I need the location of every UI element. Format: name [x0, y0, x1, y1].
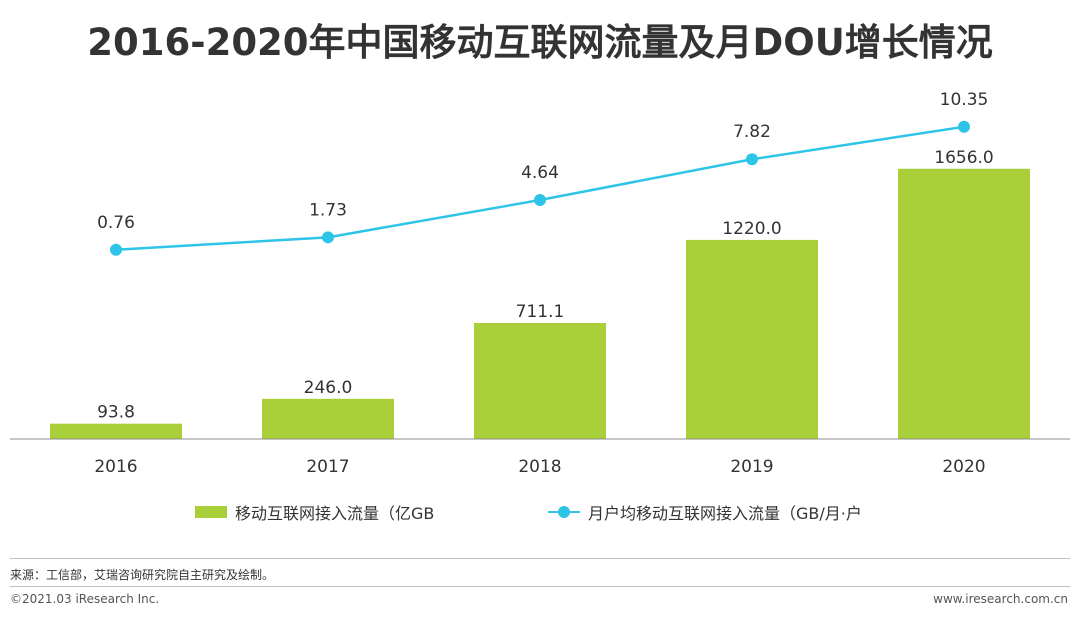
x-tick-2020: 2020 — [942, 457, 985, 477]
legend-line-swatch — [548, 506, 580, 518]
legend-item-bar[interactable]: 移动互联网接入流量（亿GB — [195, 500, 434, 524]
chart-title: 2016-2020年中国移动互联网流量及月DOU增长情况 — [87, 21, 993, 64]
bar-2017 — [262, 398, 394, 439]
bar-label-2020: 1656.0 — [934, 148, 993, 168]
dou-point-2017 — [322, 231, 334, 244]
bar-2018 — [474, 322, 606, 439]
dou-point-2020 — [958, 120, 970, 133]
x-axis-ticks: 2016 2017 2018 2019 2020 — [94, 457, 985, 477]
x-tick-2016: 2016 — [94, 457, 137, 477]
chart-canvas: 93.8 246.0 711.1 1220.0 1656.0 0.76 1.73 4.64 7.… — [10, 90, 1070, 477]
dou-label-2016: 0.76 — [97, 213, 135, 233]
x-tick-2018: 2018 — [518, 457, 561, 477]
legend-bar-label: 移动互联网接入流量（亿GB — [235, 504, 435, 523]
bar-2019 — [686, 239, 818, 439]
dou-label-2018: 4.64 — [521, 163, 559, 183]
bar-label-2019: 1220.0 — [722, 219, 781, 239]
x-tick-2019: 2019 — [730, 457, 773, 477]
bar-series — [50, 168, 1030, 439]
legend-bar-swatch — [195, 506, 227, 518]
source-note: 来源：工信部，艾瑞咨询研究院自主研究及绘制。 — [10, 568, 275, 582]
source-divider — [10, 558, 1070, 559]
bar-2016 — [50, 423, 182, 439]
bar-2020 — [898, 168, 1030, 439]
dou-label-2017: 1.73 — [309, 200, 347, 220]
x-tick-2017: 2017 — [306, 457, 349, 477]
dou-line — [115, 125, 965, 252]
dou-point-2018 — [534, 194, 546, 207]
dou-point-2016 — [110, 243, 122, 256]
bar-label-2017: 246.0 — [304, 378, 353, 398]
bar-label-2018: 711.1 — [516, 302, 565, 322]
dou-label-2019: 7.82 — [733, 122, 771, 142]
data-labels: 93.8 246.0 711.1 1220.0 1656.0 0.76 1.73 4.64 7.… — [97, 90, 994, 423]
legend-line-label: 月户均移动互联网接入流量（GB/月·户 — [588, 504, 862, 523]
copyright: ©2021.03 iResearch Inc. — [10, 592, 160, 606]
footer-divider — [10, 586, 1070, 587]
bar-label-2016: 93.8 — [97, 403, 135, 423]
website-link[interactable]: www.iresearch.com.cn — [933, 592, 1068, 606]
line-series — [110, 120, 970, 256]
dou-point-2019 — [746, 153, 758, 166]
legend: 移动互联网接入流量（亿GB 月户均移动互联网接入流量（GB/月·户 — [0, 500, 1080, 528]
legend-item-line[interactable]: 月户均移动互联网接入流量（GB/月·户 — [548, 500, 862, 524]
dou-label-2020: 10.35 — [940, 90, 989, 110]
